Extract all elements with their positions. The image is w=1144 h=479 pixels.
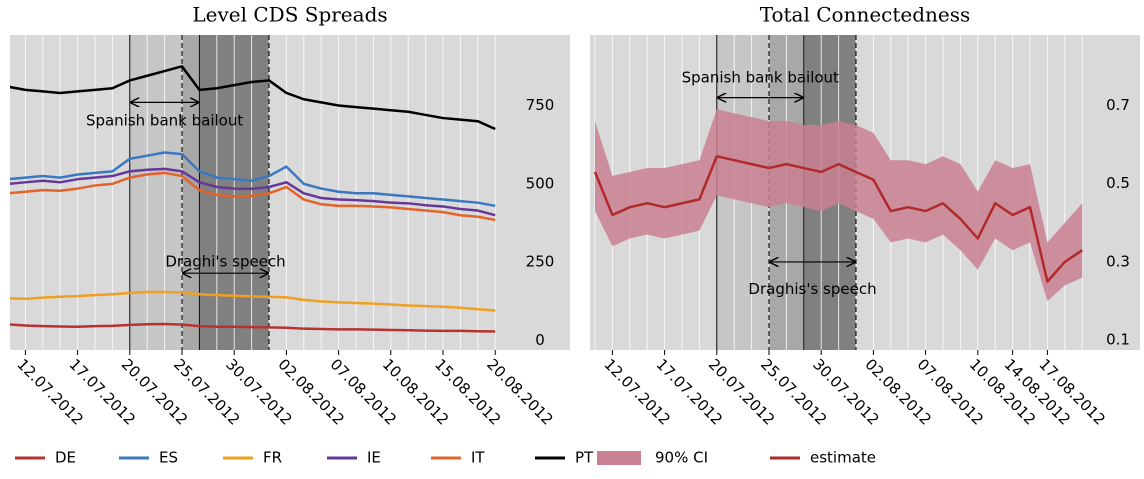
chart-title: Level CDS Spreads <box>192 3 387 27</box>
y-tick-label: 0.1 <box>1106 331 1130 349</box>
series-line <box>10 151 496 208</box>
legend-label: estimate <box>810 449 876 467</box>
series-line <box>10 65 496 131</box>
y-tick-label: 0.5 <box>1106 174 1130 192</box>
annotation-text: Draghis's speech <box>748 280 876 298</box>
series-line <box>10 290 496 312</box>
legend-label: DE <box>55 449 76 467</box>
series-line <box>10 171 496 222</box>
event-shade <box>129 35 182 350</box>
y-tick-label: 250 <box>526 253 555 271</box>
y-tick-label: 500 <box>526 174 555 192</box>
plot-background <box>10 35 570 350</box>
legend-label: IT <box>471 449 485 467</box>
legend-label: FR <box>263 449 282 467</box>
plot <box>10 35 496 350</box>
annotation-text: Spanish bank bailout <box>682 69 839 87</box>
series-line <box>10 167 496 217</box>
legend-label: ES <box>159 449 178 467</box>
y-tick-label: 750 <box>526 96 555 114</box>
series-line <box>10 322 496 333</box>
y-tick-label: 0.3 <box>1106 252 1130 270</box>
series-line <box>593 155 1083 283</box>
event-shade <box>182 35 200 350</box>
legend-label: PT <box>575 449 594 467</box>
plot <box>593 35 1083 350</box>
legend-label: 90% CI <box>655 449 708 467</box>
legend-swatch <box>597 451 641 465</box>
annotation-text: Draghi's speech <box>165 253 285 271</box>
chart-title: Total Connectedness <box>760 3 971 27</box>
y-tick-label: 0 <box>535 331 545 349</box>
y-tick-label: 0.7 <box>1106 96 1130 114</box>
legend-label: IE <box>367 449 381 467</box>
annotation-text: Spanish bank bailout <box>86 112 243 130</box>
